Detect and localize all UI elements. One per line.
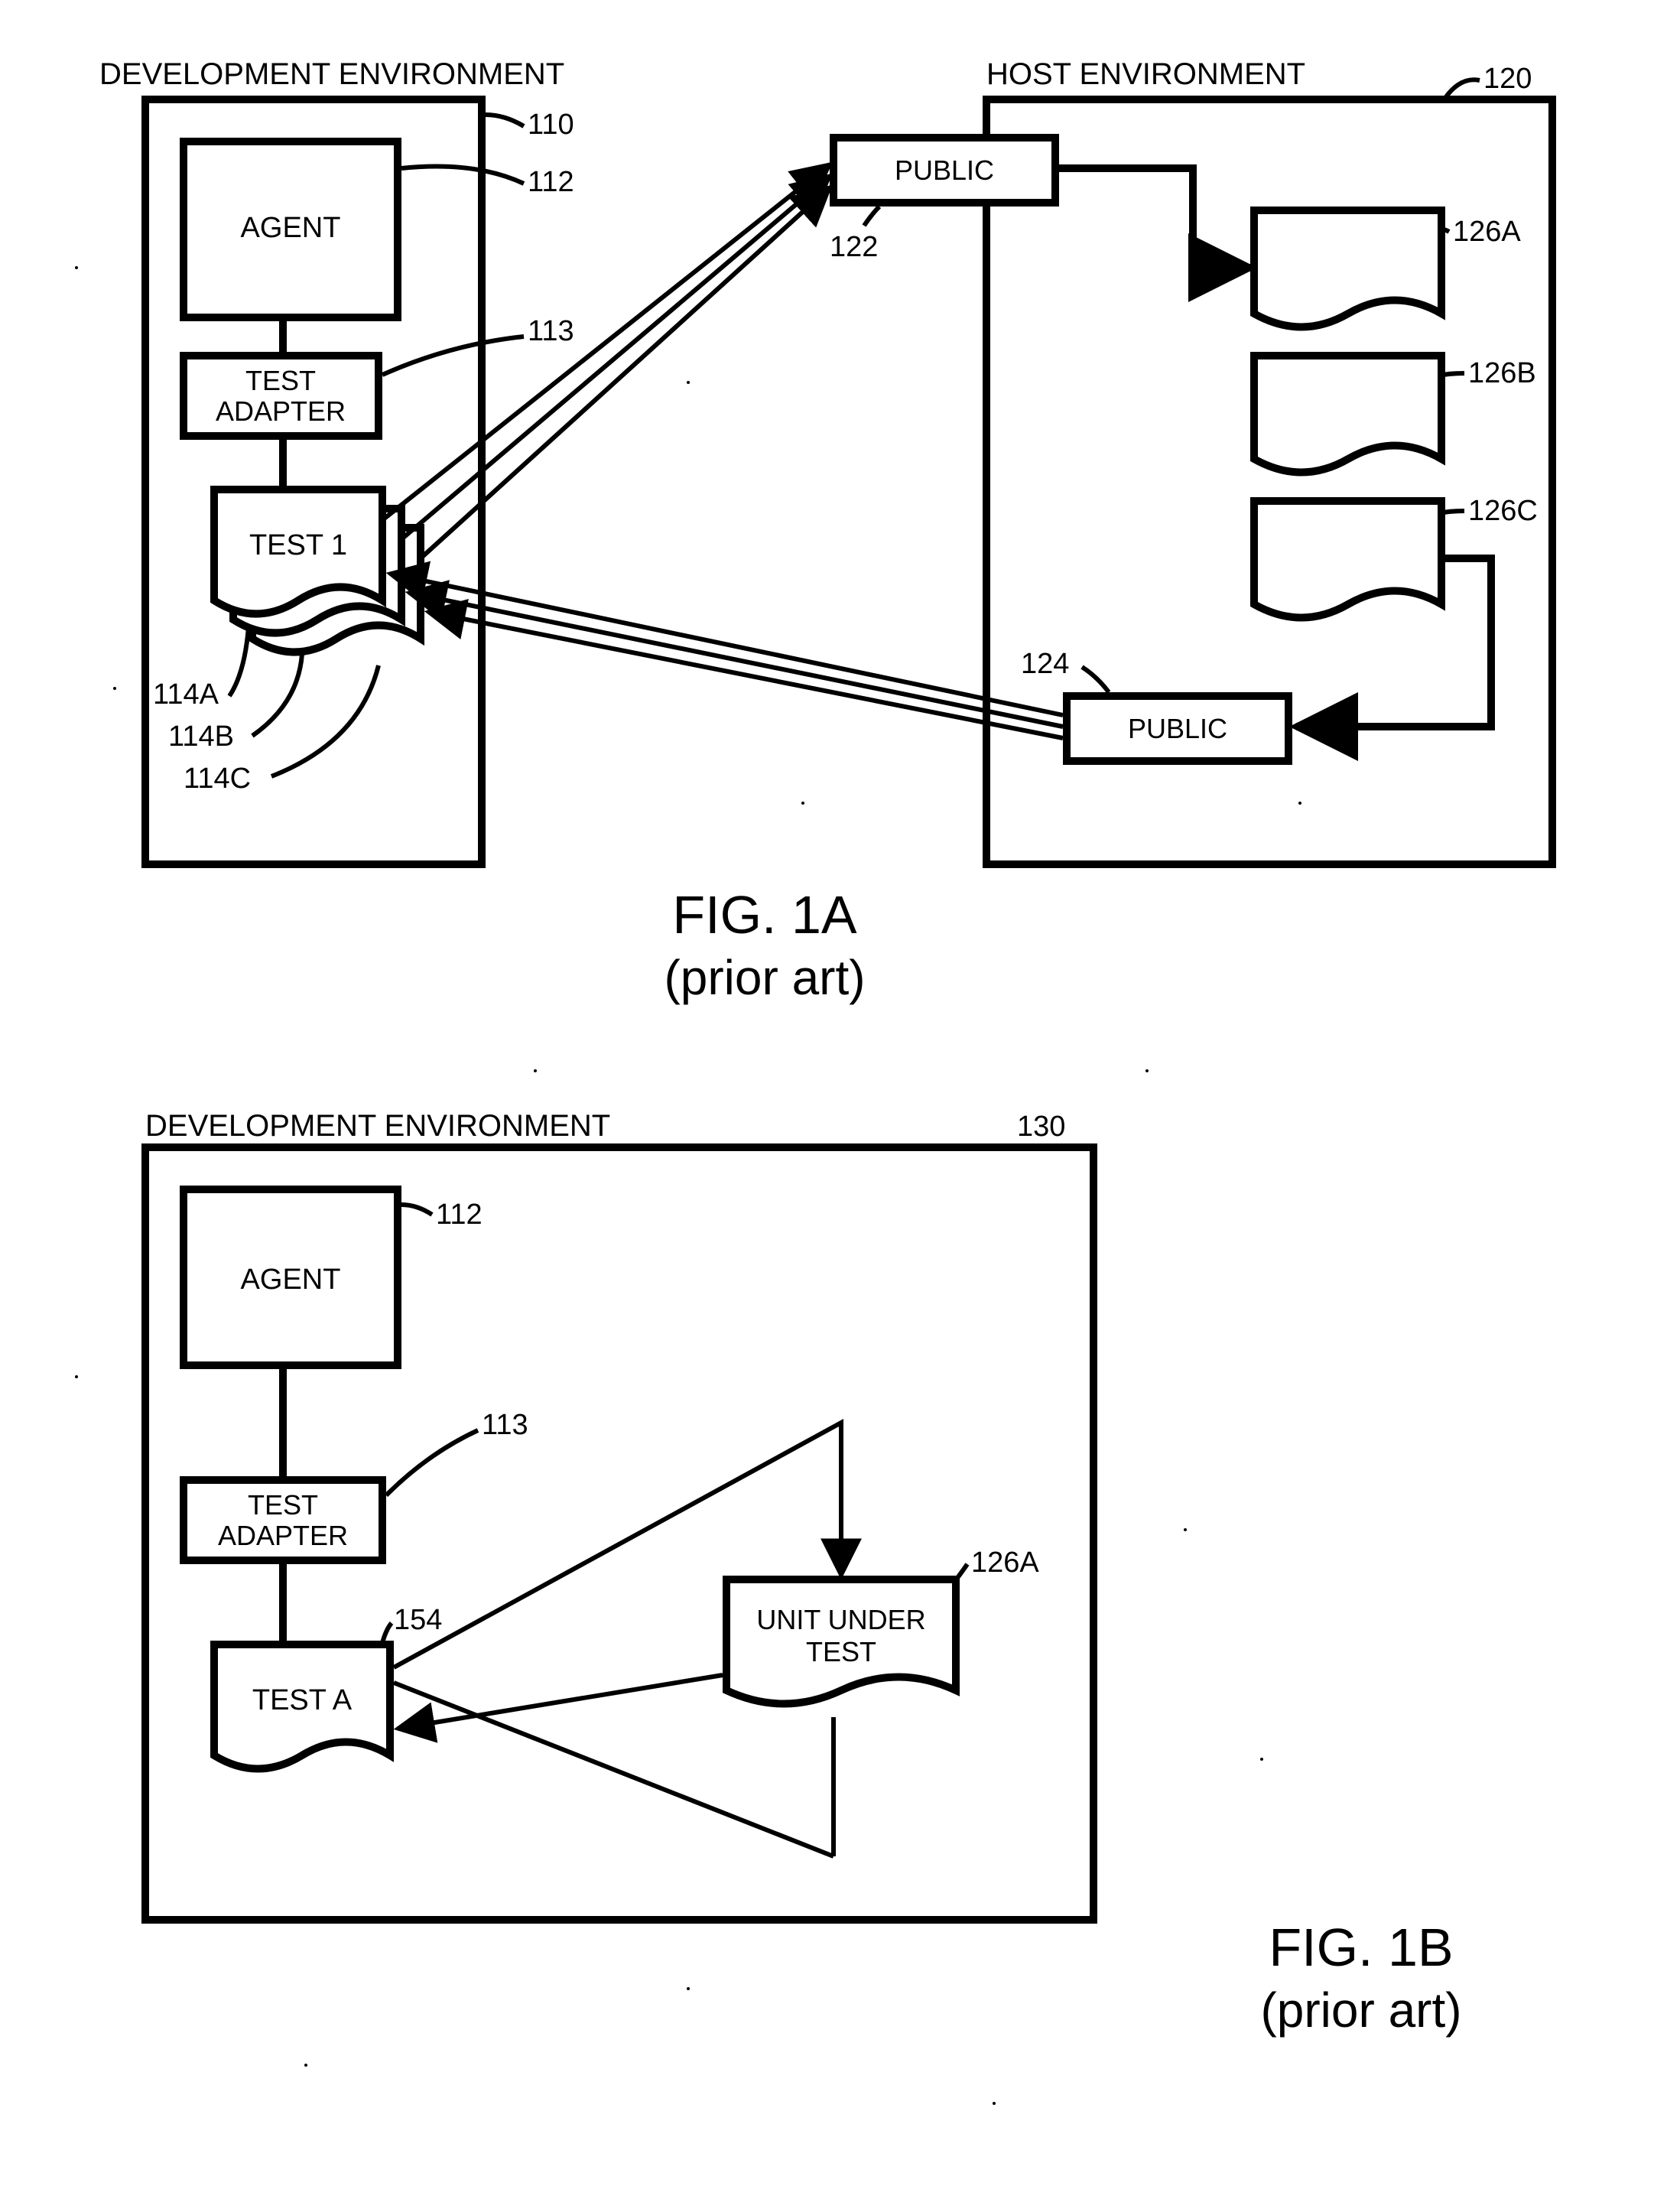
figB-caption-1: FIG. 1B [1269,1918,1453,1977]
ref-122: 122 [830,231,878,263]
figB-testA-label: TEST A [252,1684,353,1716]
figA-docC [1254,501,1441,618]
ref-113-a: 113 [528,315,574,347]
ref-126C: 126C [1468,495,1538,527]
figB-uut-l2: TEST [806,1636,876,1667]
figB-adapter-l1: TEST [248,1489,318,1521]
arr-testA-diag [394,1683,833,1856]
ref-130: 130 [1017,1111,1065,1143]
leader-124 [1082,667,1109,692]
figA-host-title: HOST ENVIRONMENT [986,57,1305,91]
figB-agent-label: AGENT [241,1264,341,1296]
ref-113-b: 113 [482,1409,528,1441]
arr-pubbot-test-1 [390,574,1063,715]
figA-adapter-l1: TEST [245,365,316,396]
ref-114A: 114A [153,678,219,711]
figA-docA [1254,210,1441,327]
figB-adapter-l2: ADAPTER [218,1520,348,1551]
figA-agent-label: AGENT [241,212,341,244]
figA-caption-1: FIG. 1A [672,885,856,945]
figA-test1-label: TEST 1 [249,529,347,561]
leader-154 [382,1623,392,1643]
ref-126B: 126B [1468,357,1536,389]
ref-114C: 114C [184,763,251,795]
figA-public-top-label: PUBLIC [895,155,994,186]
arr-pubbot-test-2 [409,593,1063,727]
ref-124: 124 [1021,648,1069,680]
arr-pubbot-test-3 [428,612,1063,738]
ref-154: 154 [394,1604,442,1636]
arr-test-pubtop-2 [401,176,830,539]
leader-112-b [401,1205,432,1215]
leader-114B [252,654,302,736]
figA-public-bot-label: PUBLIC [1128,713,1227,744]
ref-112-b: 112 [436,1199,483,1231]
leader-126B [1443,373,1464,375]
leader-120 [1445,80,1480,98]
figB-uut-l1: UNIT UNDER [756,1604,925,1635]
leader-126A-b [957,1564,967,1578]
leader-114A [229,627,249,696]
ref-110: 110 [528,109,574,141]
ref-112-a: 112 [528,166,574,198]
ref-120: 120 [1483,63,1532,95]
ref-114B: 114B [168,721,234,753]
leader-113-b [386,1430,478,1495]
leader-122 [864,207,879,226]
leader-126A-a [1443,229,1449,232]
figB-title: DEVELOPMENT ENVIRONMENT [145,1109,610,1143]
arr-pubtop-docs [1055,168,1250,268]
figA-dev-title: DEVELOPMENT ENVIRONMENT [99,57,564,91]
figA-caption-2: (prior art) [664,950,865,1005]
ref-126A-a: 126A [1453,216,1521,248]
figA-adapter-l2: ADAPTER [216,395,346,427]
figA-docB [1254,356,1441,473]
arr-test-pubtop-1 [382,164,830,520]
leader-110 [486,115,524,126]
leader-114C [271,665,379,776]
leader-113-a [382,337,524,375]
leader-112-a [401,167,524,184]
leader-126C [1443,511,1464,512]
ref-126A-b: 126A [971,1547,1039,1579]
figB-caption-2: (prior art) [1260,1983,1461,2038]
